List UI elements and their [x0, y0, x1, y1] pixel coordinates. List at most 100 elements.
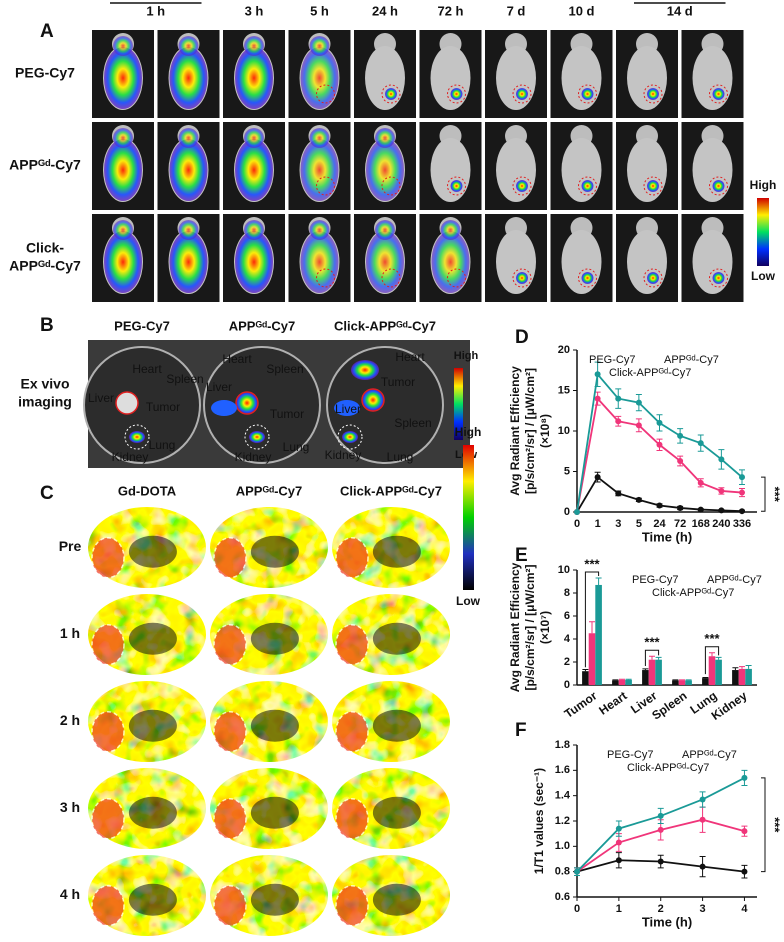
signal — [309, 36, 330, 56]
tumor-outline — [316, 84, 335, 104]
signal — [440, 220, 461, 240]
significance-bracket — [761, 476, 766, 512]
tumor-outline — [115, 391, 139, 415]
tumor-outline — [235, 391, 259, 415]
signal — [375, 220, 395, 240]
point — [615, 839, 622, 846]
tumor-signal — [351, 360, 379, 380]
mri-image — [88, 592, 206, 677]
colorbar-low: Low — [456, 594, 481, 608]
y-axis-label: (×10⁷) — [538, 611, 552, 644]
signal — [113, 36, 133, 56]
dark-region — [372, 796, 421, 829]
signal — [235, 231, 273, 293]
bar — [745, 668, 752, 685]
tumor-region — [91, 710, 125, 753]
row-label: imaging — [18, 394, 72, 410]
y-tick-label: 15 — [558, 384, 570, 396]
signal — [300, 139, 339, 201]
organ-label: Liver — [206, 380, 232, 394]
y-tick-label: 0.8 — [555, 866, 570, 878]
tumor-signal — [450, 88, 463, 100]
y-tick-label: 6 — [564, 610, 570, 622]
panel-label: E — [515, 545, 528, 566]
tumor-signal — [516, 272, 528, 284]
kidney-signal — [342, 431, 358, 443]
mouse-image — [354, 30, 416, 118]
point — [718, 507, 725, 514]
colorbar — [463, 445, 474, 590]
kidney-outline — [124, 424, 150, 450]
significance: *** — [768, 817, 783, 833]
tumor-signal — [647, 180, 659, 192]
kidney-signal — [129, 431, 145, 443]
y-tick-label: 0 — [564, 679, 570, 691]
significance: *** — [644, 635, 660, 650]
bar — [642, 670, 649, 685]
mouse-image — [485, 30, 547, 118]
point — [656, 441, 663, 448]
bar — [595, 584, 602, 685]
organ-label: Heart — [132, 362, 162, 376]
organ-label: Spleen — [266, 362, 303, 376]
mouse-image — [681, 30, 744, 118]
colorbar-low: Low — [751, 269, 776, 283]
tumor-outline — [709, 176, 728, 196]
point — [677, 432, 684, 439]
point — [718, 456, 725, 463]
error-bar — [582, 668, 589, 672]
signal — [366, 231, 404, 293]
point — [635, 399, 642, 406]
legend-entry: PEG-Cy7 — [589, 354, 635, 366]
tumor-signal — [712, 272, 725, 284]
x-axis-label: Time (h) — [642, 529, 692, 544]
colorbar-high: High — [750, 178, 777, 192]
tumor-region — [213, 536, 247, 579]
tumor-outline — [447, 84, 466, 104]
colorbar-high: High — [455, 425, 482, 439]
point — [594, 371, 601, 378]
y-tick-label: 10 — [558, 564, 570, 576]
column-title: APPᴳᵈ-Cy7 — [229, 318, 296, 333]
point — [739, 489, 745, 496]
x-tick-label: Tumor — [562, 688, 600, 721]
tumor-signal — [581, 272, 594, 284]
y-tick-label: 10 — [558, 425, 570, 437]
mouse-image — [288, 30, 351, 118]
organ-label: Tumor — [146, 400, 180, 414]
mouse-image — [223, 214, 285, 302]
significance-bracket — [761, 777, 766, 873]
organ-label: Heart — [222, 352, 252, 366]
signal — [235, 139, 273, 201]
time-label: 5 h — [310, 3, 329, 18]
time-label: 1 h — [146, 3, 165, 18]
mri-image — [332, 505, 450, 590]
tumor-outline — [709, 268, 728, 288]
tumor-signal — [450, 180, 463, 192]
tumor-signal — [516, 180, 528, 192]
tumor-outline — [361, 388, 385, 412]
colorbar-high: High — [454, 350, 479, 362]
tumor-region — [213, 710, 247, 753]
dark-region — [128, 622, 177, 655]
signal — [244, 128, 264, 148]
dark-region — [250, 883, 299, 916]
dish — [203, 346, 321, 464]
x-tick-label: 0 — [574, 518, 580, 530]
time-label: 14 d — [667, 3, 693, 18]
legend-entry: APPᴳᵈ-Cy7 — [707, 574, 762, 586]
tumor-outline — [578, 84, 597, 104]
signal — [235, 47, 273, 109]
bar — [648, 659, 656, 685]
point — [739, 508, 745, 515]
y-axis-label: [p/s/cm²/sr] / [μW/cm²] — [523, 564, 537, 690]
mouse-image — [419, 30, 482, 118]
mri-image — [88, 853, 206, 938]
tumor-outline — [643, 268, 663, 288]
dark-region — [250, 535, 299, 568]
mri-image — [332, 592, 450, 677]
organ-label: Lung — [387, 450, 414, 464]
signal — [300, 231, 339, 293]
point — [741, 868, 748, 875]
